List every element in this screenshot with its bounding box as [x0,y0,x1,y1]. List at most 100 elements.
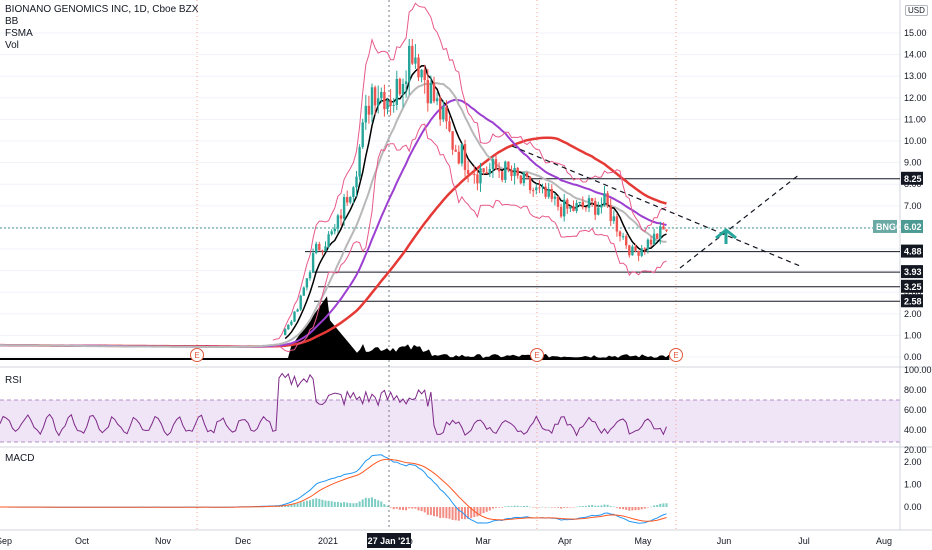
macd-histogram-bar [423,507,426,513]
candle-body [435,98,439,102]
macd-histogram-bar [364,497,367,507]
earnings-marker-label: E [534,351,539,360]
macd-histogram-bar [305,500,308,507]
time-tick: Aug [876,536,892,546]
candle-body [346,197,349,203]
macd-histogram-bar [553,507,556,508]
candle-body [389,99,392,106]
macd-histogram-bar [312,499,315,507]
candle-body [377,98,380,106]
macd-histogram-bar [544,507,547,508]
macd-histogram-bar [572,507,575,508]
macd-histogram-bar [464,507,466,520]
macd-panel-label[interactable]: MACD [5,453,35,464]
macd-histogram-bar [640,507,643,510]
candle-body [625,236,628,246]
candle-body [339,215,343,219]
candle-body [460,144,464,164]
macd-histogram-bar [597,505,600,507]
candle-body [333,228,336,232]
candle-body [470,173,473,175]
candle-body [451,131,454,150]
candle-body [578,201,581,204]
macd-histogram-bar [550,507,553,508]
candle-body [553,196,557,199]
earnings-marker-icon[interactable] [190,348,204,362]
macd-histogram-bar [510,506,513,507]
level-badge [901,171,923,185]
candle-body [563,199,566,217]
macd-histogram-bar [315,498,318,507]
candle-body [640,248,643,256]
indicator-fsma-label[interactable]: FSMA [5,28,33,39]
crosshair-date-label: 27 Jan '21 [368,536,411,546]
rsi-line [0,372,667,437]
macd-histogram-bar [426,507,429,515]
candle-body [550,189,553,199]
macd-histogram-bar [547,506,550,508]
earnings-marker-label: E [673,351,678,360]
candle-body [584,207,588,209]
macd-histogram-bar [569,507,572,508]
macd-histogram-bar [513,505,516,507]
candle-body [646,239,650,250]
time-tick: Dec [235,536,252,546]
candle-body [649,239,653,245]
candle-body [386,99,389,110]
candle-body [606,193,609,206]
macd-histogram-bar [436,507,439,517]
price-tick: 14.00 [904,50,927,60]
candle-body [594,201,597,215]
candle-body [618,231,622,237]
macd-histogram-bar [643,507,646,509]
symbol-badge [873,219,897,233]
candle-body [569,206,572,209]
macd-histogram-bar [405,507,408,511]
price-tick: 13.00 [904,71,927,81]
candle-body [318,243,321,251]
indicator-bb-label[interactable]: BB [5,16,19,27]
candle-body [373,87,377,106]
macd-histogram-bar [296,503,299,507]
time-tick: Mar [475,536,491,546]
macd-histogram-bar [625,507,628,510]
macd-histogram-bar [318,498,321,507]
breakout-arrow-icon [715,228,737,240]
macd-histogram-bar [467,507,470,519]
macd-histogram-bar [439,507,442,519]
macd-tick: 2.00 [904,457,922,467]
candle-body [287,324,290,330]
candle-body [659,226,662,239]
macd-histogram-bar [411,507,414,509]
currency-label[interactable]: USD [905,5,928,16]
earnings-marker-icon[interactable] [669,348,683,362]
candle-body [315,243,318,254]
candle-body [284,329,287,336]
level-badge-label: 4.88 [904,247,922,257]
indicator-vol-label[interactable]: Vol [5,40,19,51]
macd-histogram-bar [612,506,615,508]
earnings-marker-icon[interactable] [530,348,544,362]
macd-histogram-bar [504,506,507,507]
candle-body [513,167,516,177]
macd-histogram-bar [516,505,519,507]
macd-histogram-bar [566,507,569,508]
candle-body [488,168,491,174]
rsi-tick: 80.00 [904,385,927,395]
macd-histogram-bar [584,505,587,507]
candle-body [528,176,532,191]
candle-body [383,91,386,110]
macd-histogram-bar [395,507,398,509]
macd-histogram-bar [392,507,395,510]
candle-body [522,172,526,184]
macd-histogram-bar [414,507,417,509]
macd-histogram-bar [287,505,290,507]
candle-body [532,190,535,192]
macd-histogram-bar [637,507,640,511]
candle-body [401,83,405,95]
macd-tick: 0.00 [904,502,922,512]
macd-histogram-bar [309,500,311,507]
candle-body [652,233,656,245]
rsi-panel-label[interactable]: RSI [5,375,22,386]
macd-histogram-bar [290,504,293,507]
